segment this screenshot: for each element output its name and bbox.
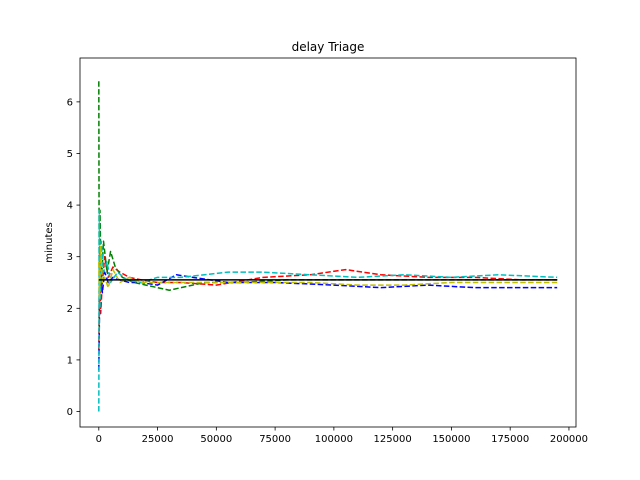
y-axis-label: minutes [44, 222, 55, 262]
x-tick-label: 200000 [550, 434, 588, 445]
y-tick-label: 0 [67, 407, 73, 418]
x-tick-label: 150000 [432, 434, 470, 445]
y-tick-label: 1 [67, 355, 73, 366]
x-tick-label: 50000 [200, 434, 232, 445]
axes-frame [79, 57, 577, 428]
x-tick-label: 125000 [374, 434, 412, 445]
x-tick-label: 100000 [315, 434, 353, 445]
plot-area [98, 81, 558, 412]
chart-title: delay Triage [292, 40, 365, 54]
series-line-5 [98, 245, 558, 299]
x-tick-label: 25000 [142, 434, 174, 445]
series-line-4 [98, 209, 558, 412]
y-tick-label: 2 [67, 304, 73, 315]
y-tick-label: 5 [67, 149, 73, 160]
x-tick-label: 75000 [259, 434, 291, 445]
y-tick-label: 4 [67, 201, 73, 212]
y-tick-label: 3 [67, 252, 73, 263]
x-tick-label: 0 [96, 434, 102, 445]
y-axis: 0 1 2 3 4 5 6 [67, 97, 80, 418]
x-axis: 0 25000 50000 75000 100000 125000 150000 175000… [96, 427, 588, 445]
x-tick-label: 175000 [491, 434, 529, 445]
y-tick-label: 6 [67, 97, 73, 108]
series-line-2 [98, 261, 558, 371]
